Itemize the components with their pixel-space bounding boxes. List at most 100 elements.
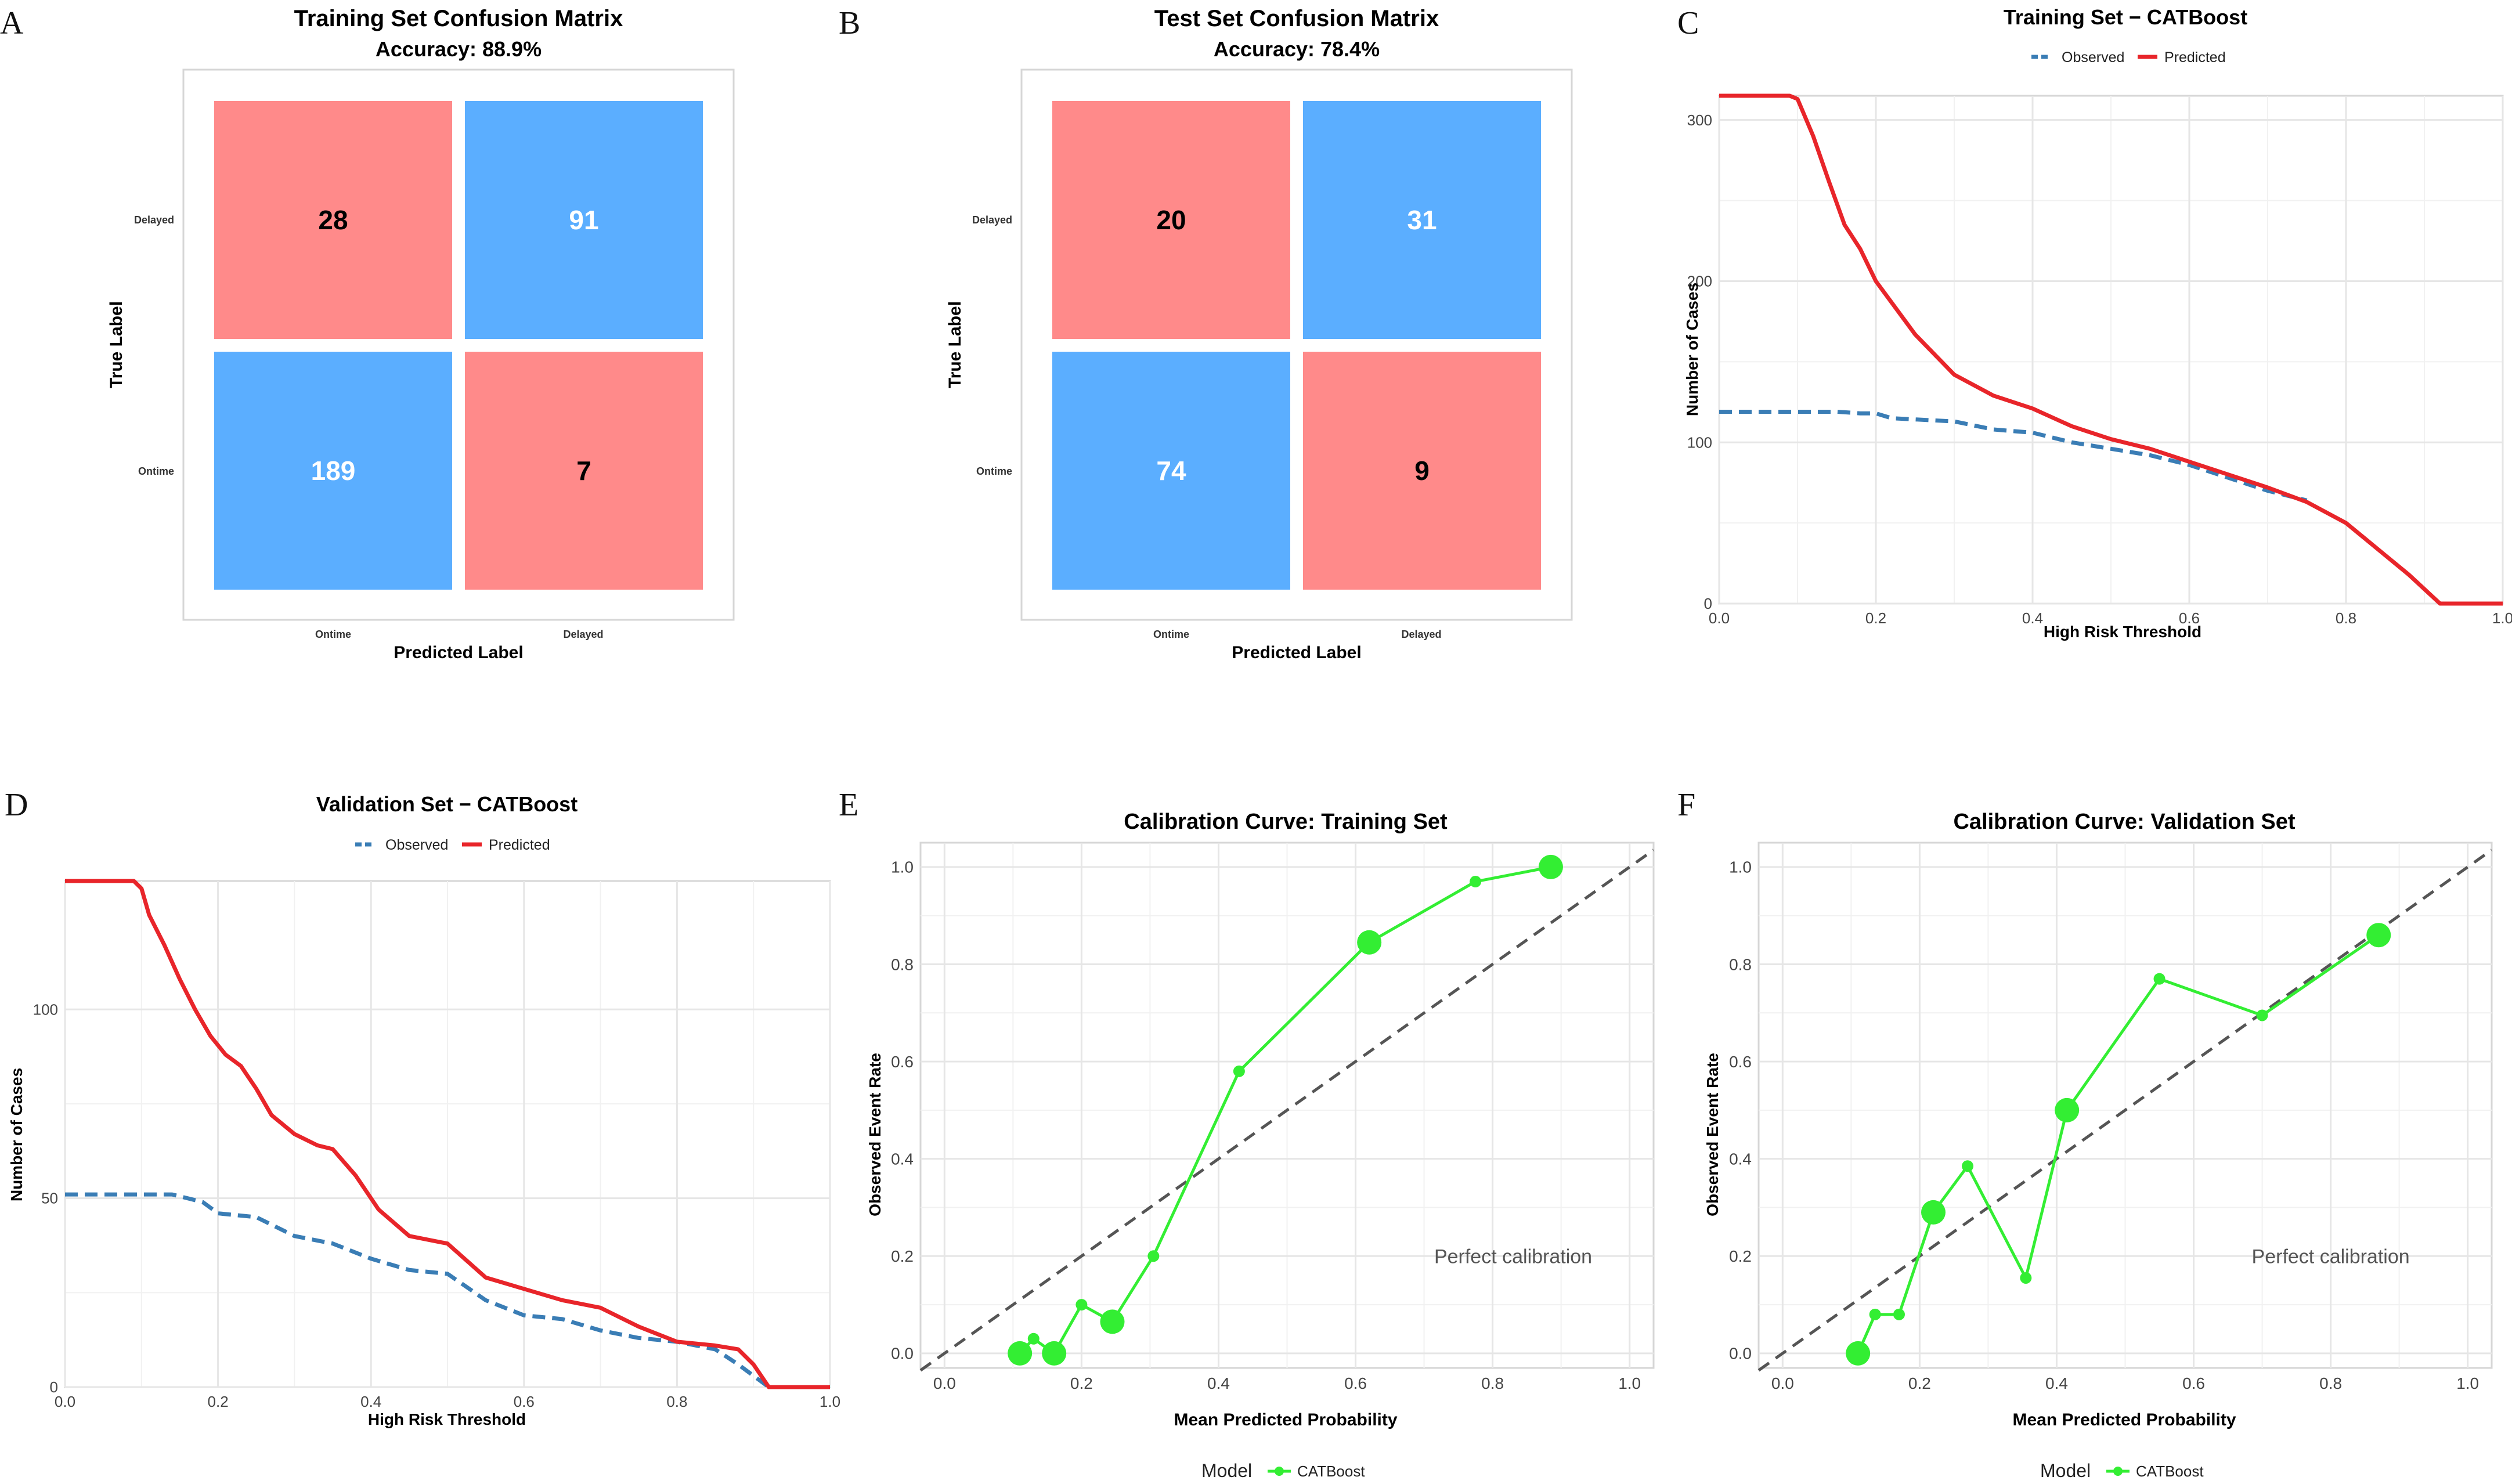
panel-d-xlabel: High Risk Threshold — [368, 1410, 526, 1428]
panel-f-ylabel: Observed Event Rate — [1703, 1053, 1721, 1216]
x-tick-label: 0.2 — [1908, 1374, 1931, 1392]
panel-a-title: Training Set Confusion Matrix — [294, 6, 623, 31]
panel-d-legend-predicted-label: Predicted — [489, 837, 550, 853]
panel-e-legend-swatch-dot — [1275, 1467, 1284, 1476]
panel-e-legend-catboost: CATBoost — [1297, 1463, 1365, 1480]
y-tick-label: 0.8 — [1729, 955, 1752, 973]
x-tick-label: 0.8 — [2319, 1374, 2342, 1392]
x-tick-label: 0.8 — [1481, 1374, 1504, 1392]
panel-b-xtick-ontime: Ontime — [1153, 629, 1189, 640]
calibration-point — [1233, 1065, 1245, 1077]
x-tick-label: 0.4 — [1207, 1374, 1230, 1392]
panel-f-calibration-validation: F Calibration Curve: Validation Set 0.0 0… — [1677, 787, 2493, 1481]
panel-b-xtick-delayed: Delayed — [1401, 629, 1441, 640]
panel-b-xlabel: Predicted Label — [1232, 643, 1361, 662]
calibration-point — [1027, 1333, 1040, 1345]
perfect-calibration-line — [919, 848, 1655, 1372]
y-tick-label: 0.4 — [1729, 1150, 1752, 1168]
matrix-cell — [214, 101, 452, 339]
panel-c-xlabel: High Risk Threshold — [2044, 623, 2201, 641]
panel-f-legend-swatch-dot — [2113, 1467, 2123, 1476]
panel-d-series — [65, 879, 830, 1389]
panel-d-ticks: 0.0 0.2 0.4 0.6 0.8 1.0 0 50 100 — [33, 1001, 840, 1410]
calibration-point — [1008, 1341, 1033, 1366]
calibration-point — [1869, 1308, 1881, 1320]
x-tick-label: 0.0 — [55, 1393, 75, 1410]
matrix-cell-value: 20 — [1156, 205, 1186, 235]
y-tick-label: 100 — [33, 1001, 58, 1018]
panel-c-ticks: 0.0 0.2 0.4 0.6 0.8 1.0 0 100 200 300 — [1687, 111, 2512, 627]
panel-a-xtick-ontime: Ontime — [315, 629, 351, 640]
panel-a-xlabel: Predicted Label — [394, 643, 523, 662]
y-tick-label: 0.0 — [1729, 1345, 1752, 1363]
calibration-point — [2256, 1009, 2268, 1021]
panel-b-ylabel: True Label — [945, 301, 965, 388]
y-tick-label: 0.4 — [891, 1150, 914, 1168]
panel-e-legend-title: Model — [1201, 1460, 1252, 1481]
matrix-cell-value: 74 — [1156, 456, 1186, 486]
calibration-point — [1846, 1341, 1871, 1366]
panel-f-legend: Model CATBoost — [2040, 1460, 2204, 1481]
calibration-curve-line — [1856, 934, 2380, 1354]
calibration-point — [1538, 854, 1563, 879]
calibration-point — [1147, 1250, 1160, 1262]
perfect-calibration-line — [1757, 848, 2493, 1372]
calibration-point — [1962, 1160, 1974, 1172]
x-tick-label: 0.6 — [514, 1393, 535, 1410]
y-tick-label: 0.6 — [891, 1053, 914, 1071]
x-tick-label: 0.4 — [360, 1393, 381, 1410]
panel-b-test-confusion-matrix: B Test Set Confusion Matrix Accuracy: 78… — [839, 5, 1573, 662]
panel-a-cells: 28 91 189 7 — [214, 101, 703, 590]
series-line-predicted — [65, 879, 830, 1389]
panel-f-title: Calibration Curve: Validation Set — [1953, 810, 2295, 834]
panel-c-legend-observed-label: Observed — [2062, 49, 2124, 66]
panel-b-frame — [1020, 68, 1573, 621]
panel-a-frame — [182, 68, 735, 621]
panel-e-marks: Perfect calibration — [919, 848, 1655, 1372]
calibration-point — [1100, 1309, 1125, 1334]
panel-e-ticks: 0.0 0.2 0.4 0.6 0.8 1.0 0.0 0.2 0.4 0.6 0.8 1.0 — [891, 858, 1641, 1392]
matrix-cell-value: 28 — [318, 205, 348, 235]
x-tick-label: 0.4 — [2045, 1374, 2068, 1392]
x-tick-label: 0.8 — [666, 1393, 687, 1410]
x-tick-label: 0.6 — [2182, 1374, 2205, 1392]
panel-e-xlabel: Mean Predicted Probability — [1174, 1410, 1397, 1429]
perfect-calibration-annotation: Perfect calibration — [2252, 1245, 2410, 1268]
panel-c-series — [1719, 93, 2503, 606]
series-line-predicted — [1719, 93, 2503, 606]
panel-c-grid — [1718, 96, 2504, 605]
y-tick-label: 0 — [50, 1378, 58, 1396]
x-tick-label: 0.0 — [933, 1374, 956, 1392]
panel-a-subtitle: Accuracy: 88.9% — [376, 37, 542, 61]
y-tick-label: 0.2 — [1729, 1247, 1752, 1265]
matrix-cell-value: 7 — [576, 456, 591, 486]
panel-b-ytick-ontime: Ontime — [976, 465, 1012, 477]
calibration-point — [1921, 1200, 1946, 1225]
matrix-cell — [465, 352, 703, 590]
x-tick-label: 0.0 — [1709, 609, 1730, 627]
panel-d-legend: Observed Predicted — [355, 837, 550, 853]
calibration-point — [1075, 1299, 1088, 1311]
panel-c-legend-predicted-label: Predicted — [2164, 49, 2226, 66]
matrix-cell-value: 9 — [1414, 456, 1430, 486]
panel-f-legend-catboost: CATBoost — [2136, 1463, 2204, 1480]
panel-a-ytick-delayed: Delayed — [134, 214, 174, 226]
panel-d-legend-observed-label: Observed — [385, 837, 448, 853]
panel-d-validation-catboost: D Validation Set − CATBoost Observed Pre… — [5, 787, 840, 1428]
calibration-point — [1042, 1341, 1067, 1366]
panel-a-xtick-delayed: Delayed — [563, 629, 603, 640]
perfect-calibration-annotation: Perfect calibration — [1434, 1245, 1592, 1268]
x-tick-label: 0.2 — [208, 1393, 229, 1410]
calibration-point — [2055, 1097, 2080, 1122]
panel-e-title: Calibration Curve: Training Set — [1124, 810, 1448, 834]
panel-a-ylabel: True Label — [107, 301, 126, 388]
y-tick-label: 1.0 — [891, 858, 914, 876]
panel-c-letter: C — [1677, 5, 1699, 41]
matrix-cell — [465, 101, 703, 339]
calibration-point — [1470, 876, 1482, 888]
calibration-point — [2366, 923, 2391, 948]
matrix-cell — [214, 352, 452, 590]
x-tick-label: 1.0 — [2456, 1374, 2479, 1392]
x-tick-label: 0.0 — [1771, 1374, 1794, 1392]
